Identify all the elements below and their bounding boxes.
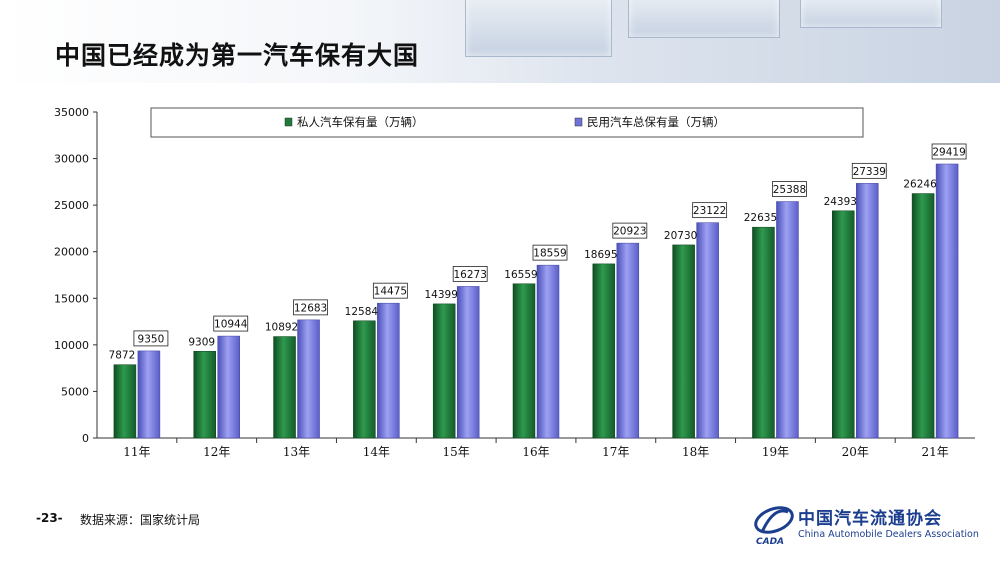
x-tick-label: 12年	[203, 445, 230, 459]
logo-name-en: China Automobile Dealers Association	[798, 529, 979, 540]
header-banner: 中国已经成为第一汽车保有大国	[0, 0, 1000, 83]
data-label-private: 18695	[584, 249, 617, 261]
page-title: 中国已经成为第一汽车保有大国	[55, 41, 420, 70]
data-source-note: 数据来源：国家统计局	[80, 513, 201, 527]
decorative-cube	[800, 0, 942, 28]
x-tick-label: 11年	[123, 445, 150, 459]
bar-private	[672, 244, 695, 439]
data-label-private: 20730	[664, 230, 697, 242]
data-label-box	[772, 181, 807, 197]
decorative-cube	[465, 0, 612, 57]
bar-private	[273, 336, 296, 439]
y-tick-label: 5000	[61, 385, 89, 398]
data-label-private: 7872	[109, 350, 136, 362]
chart-legend: 私人汽车保有量（万辆） 民用汽车总保有量（万辆）	[150, 107, 864, 138]
bar-total	[456, 286, 480, 439]
legend-swatch-private	[284, 117, 293, 127]
data-label-total: 20923	[613, 226, 646, 238]
bar-private	[353, 320, 376, 439]
chart-axes: 0 5000 10000 15000 20000 25000 30000 35000 11年 12…	[54, 106, 975, 459]
data-label-total: 9350	[138, 333, 165, 345]
data-label-private: 14399	[424, 289, 457, 301]
data-label-private: 9309	[188, 336, 215, 348]
y-tick-label: 10000	[54, 339, 89, 352]
data-label-box	[612, 222, 648, 239]
data-label-private: 26246	[903, 179, 937, 191]
data-label-total: 16273	[453, 269, 486, 281]
decorative-cube	[628, 0, 780, 38]
x-tick-label: 19年	[762, 445, 789, 459]
y-tick-label: 35000	[54, 106, 89, 119]
data-label-private: 22635	[744, 212, 777, 224]
x-tick-label: 16年	[522, 445, 549, 459]
data-label-private: 10892	[265, 322, 298, 334]
data-label-box	[372, 282, 408, 299]
svg-text:CADA: CADA	[756, 537, 784, 546]
bar-total	[616, 242, 640, 439]
data-label-total: 25388	[773, 184, 806, 196]
y-tick-label: 25000	[54, 199, 89, 212]
x-tick-label: 17年	[602, 445, 629, 459]
data-label-total: 23122	[693, 205, 726, 217]
x-tick-label: 14年	[363, 445, 390, 459]
cada-logo-icon: CADA	[754, 506, 794, 546]
data-label-box	[213, 315, 249, 332]
legend-label-total: 民用汽车总保有量（万辆）	[587, 115, 725, 129]
x-tick-label: 13年	[283, 445, 310, 459]
y-tick-label: 30000	[54, 153, 89, 166]
data-label-box	[931, 143, 967, 160]
x-tick-label: 20年	[842, 445, 869, 459]
bar-total	[377, 302, 400, 439]
bar-total	[696, 222, 719, 439]
bar-private	[911, 193, 935, 439]
bar-total	[297, 319, 320, 439]
data-label-total: 14475	[374, 286, 407, 298]
legend-swatch-total	[574, 117, 583, 127]
bar-total	[935, 163, 959, 439]
bar-private	[432, 303, 456, 439]
page-number: -23-	[36, 511, 63, 525]
bar-total	[856, 183, 879, 439]
x-tick-label: 15年	[443, 445, 470, 459]
data-label-total: 18559	[533, 248, 566, 260]
data-label-box	[293, 299, 328, 316]
legend-box	[150, 107, 864, 138]
legend-label-private: 私人汽车保有量（万辆）	[297, 115, 424, 129]
bar-total	[776, 201, 799, 439]
data-label-private: 16559	[504, 269, 537, 281]
data-label-box	[133, 330, 169, 347]
data-label-private: 24393	[824, 196, 857, 208]
x-tick-label: 18年	[682, 445, 709, 459]
bar-private	[592, 263, 616, 439]
data-label-box	[692, 202, 728, 219]
bar-private	[752, 226, 775, 439]
bar-private	[193, 351, 216, 439]
bar-total	[137, 350, 161, 439]
logo-name-cn: 中国汽车流通协会	[798, 509, 942, 529]
x-tick-label: 21年	[921, 445, 948, 459]
cada-logo: CADA 中国汽车流通协会 China Automobile Dealers A…	[752, 500, 979, 548]
bar-total	[217, 335, 240, 439]
data-label-total: 27339	[853, 166, 886, 178]
y-tick-label: 0	[82, 432, 89, 445]
y-tick-label: 20000	[54, 246, 89, 259]
data-label-total: 12683	[294, 302, 327, 314]
bar-total	[536, 264, 560, 439]
bar-private	[512, 283, 536, 439]
data-label-box	[452, 266, 488, 282]
bar-private	[832, 210, 855, 439]
data-label-total: 29419	[932, 146, 965, 158]
data-label-private: 12584	[345, 306, 379, 318]
data-label-total: 10944	[214, 319, 248, 331]
data-label-box	[532, 244, 568, 261]
data-label-box	[851, 162, 887, 179]
bar-private	[113, 364, 137, 439]
y-tick-label: 15000	[54, 292, 89, 305]
chart-bars	[113, 163, 959, 439]
